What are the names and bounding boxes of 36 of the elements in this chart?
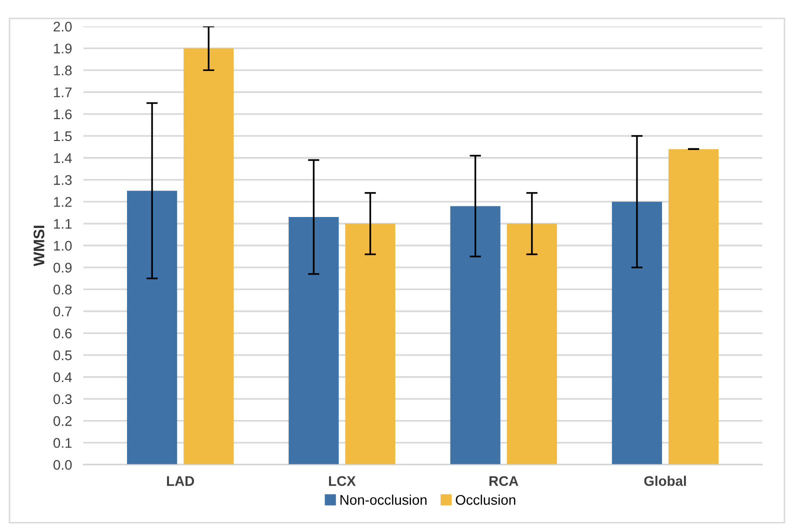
y-tick-label: 0.1 (53, 438, 72, 448)
bar (288, 217, 339, 465)
legend-label: Occlusion (456, 494, 516, 505)
y-tick-label: 0.2 (53, 416, 72, 426)
y-axis-title: WMSI (34, 226, 44, 266)
y-tick-label: 2.0 (54, 22, 72, 32)
bar (127, 190, 178, 465)
legend-label: Non-occlusion (340, 494, 426, 505)
y-tick-label: 0.9 (53, 262, 72, 273)
y-tick-label: 0.4 (53, 372, 72, 382)
y-tick-label: 1.1 (54, 219, 72, 229)
y-tick-label: 0.8 (53, 284, 72, 295)
y-tick-label: 1.6 (54, 109, 72, 120)
y-tick-label: 1.8 (54, 66, 72, 76)
y-tick-label: 1.2 (54, 197, 72, 207)
bar (184, 48, 234, 465)
y-tick-label: 1.9 (54, 44, 72, 54)
bar (345, 224, 396, 465)
x-tick-label: RCA (490, 476, 518, 486)
bar (612, 202, 662, 465)
bar (668, 149, 719, 465)
y-tick-label: 1.4 (54, 153, 72, 163)
y-tick-label: 1.5 (54, 131, 72, 142)
y-tick-label: 1.0 (54, 240, 72, 251)
x-tick-label: LCX (329, 476, 356, 486)
y-tick-label: 0.3 (53, 394, 72, 404)
x-tick-label: Global (644, 476, 686, 486)
y-tick-label: 1.3 (54, 175, 72, 185)
y-tick-label: 0.6 (53, 328, 72, 338)
bar (450, 206, 500, 465)
y-tick-label: 0.5 (53, 350, 72, 360)
y-tick-label: 0.0 (53, 460, 72, 470)
x-tick-label: LAD (167, 476, 194, 486)
y-tick-label: 0.7 (53, 306, 72, 316)
y-tick-label: 1.7 (54, 88, 72, 98)
bar (506, 224, 557, 465)
